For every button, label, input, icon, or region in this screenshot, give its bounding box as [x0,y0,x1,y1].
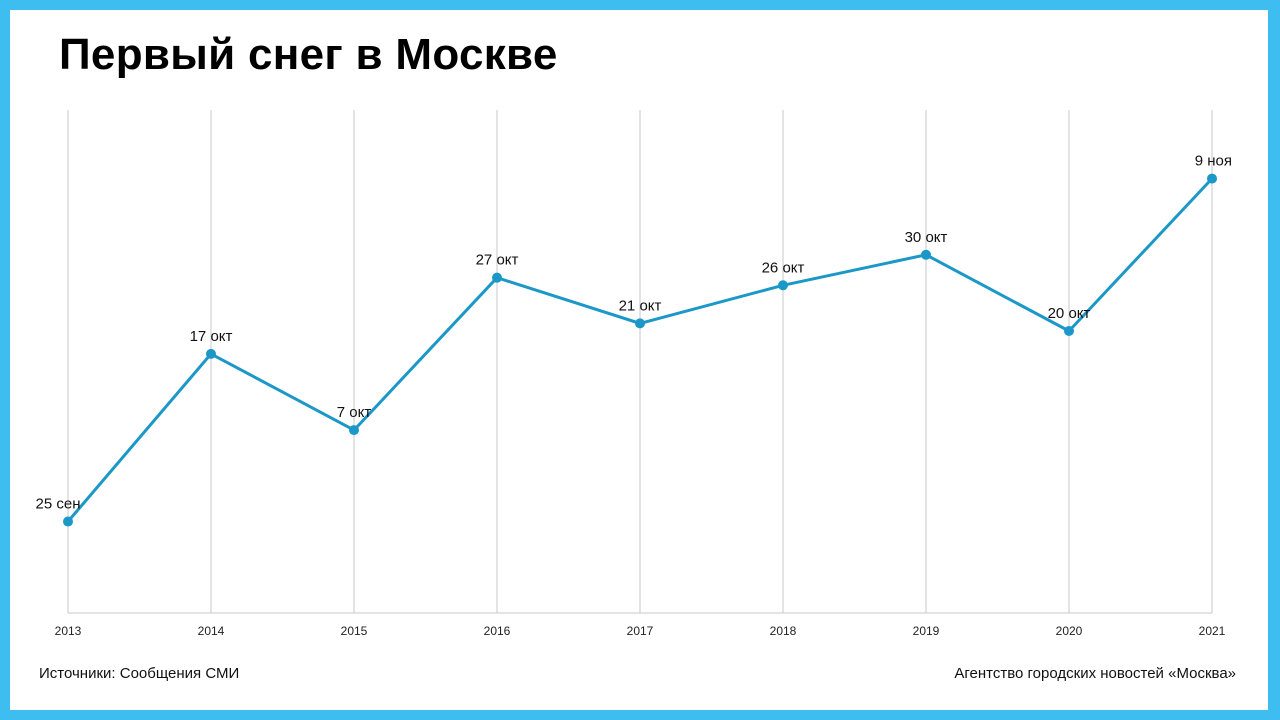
agency-credit: Агентство городских новостей «Москва» [954,665,1236,682]
data-labels: 25 сен 17 окт 7 окт 27 окт 21 окт 26 окт 30 ок… [36,153,1232,513]
x-tick-label-2018: 2018 [770,624,797,638]
data-point-2018 [778,280,788,290]
data-point-2013 [63,517,73,527]
data-label-2016: 27 окт [476,252,519,269]
data-point-2014 [206,349,216,359]
data-label-2019: 30 окт [905,229,948,246]
x-tick-labels: 2013 2014 2015 2016 2017 2018 2019 2020 2021 [55,624,1226,638]
x-tick-label-2016: 2016 [484,624,511,638]
data-point-2021 [1207,174,1217,184]
data-label-2015: 7 окт [337,404,372,421]
x-tick-label-2014: 2014 [198,624,225,638]
data-point-2017 [635,318,645,328]
data-point-2016 [492,273,502,283]
x-tick-label-2017: 2017 [627,624,654,638]
chart-frame: Первый снег в Москве 2013 2014 2015 2016 201… [10,10,1268,710]
data-label-2021: 9 ноя [1195,153,1232,170]
data-point-2019 [921,250,931,260]
x-tick-label-2013: 2013 [55,624,82,638]
x-tick-label-2015: 2015 [341,624,368,638]
x-tick-label-2020: 2020 [1056,624,1083,638]
source-note: Источники: Сообщения СМИ [39,665,239,682]
line-chart: 2013 2014 2015 2016 2017 2018 2019 2020 2021 25 … [10,10,1268,710]
x-tick-label-2021: 2021 [1199,624,1226,638]
data-label-2013: 25 сен [36,496,81,513]
data-label-2017: 21 окт [619,297,662,314]
data-point-2020 [1064,326,1074,336]
data-label-2020: 20 окт [1048,305,1091,322]
data-point-2015 [349,425,359,435]
data-label-2014: 17 окт [190,328,233,345]
x-tick-label-2019: 2019 [913,624,940,638]
data-label-2018: 26 окт [762,259,805,276]
grid-lines [68,110,1212,613]
